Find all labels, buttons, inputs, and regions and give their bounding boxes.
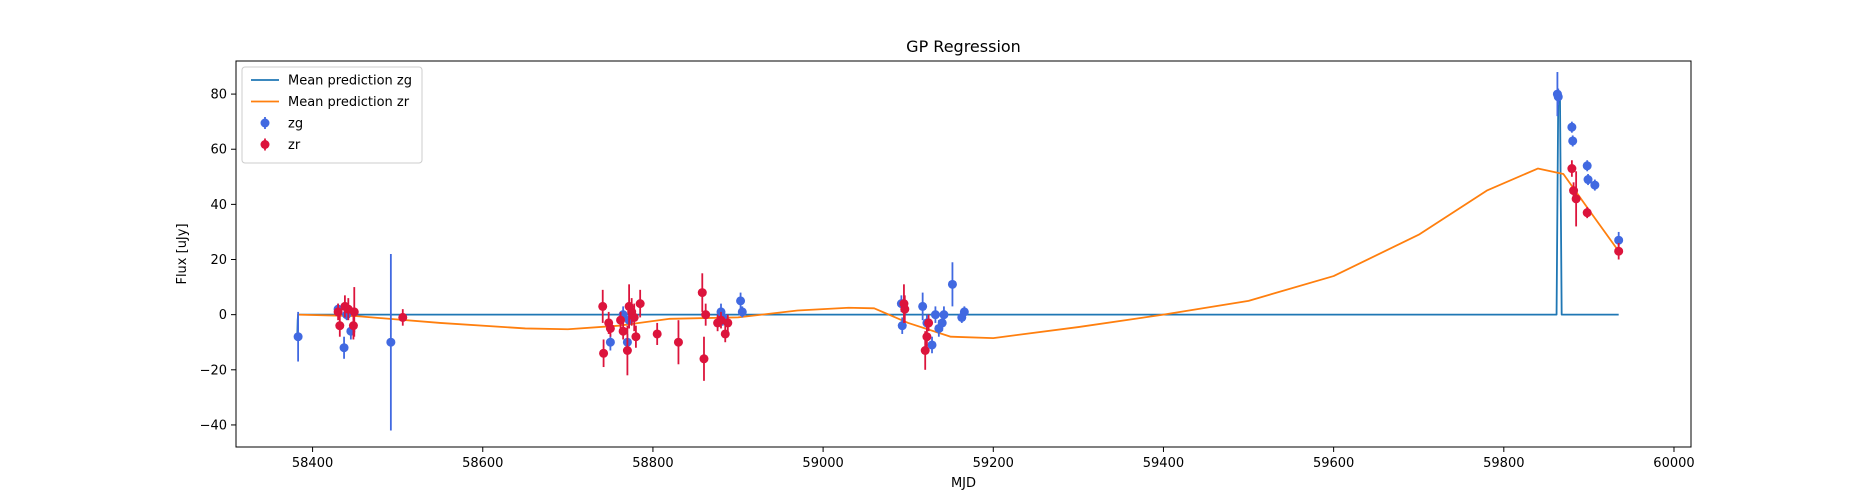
zg-data-point [1568,136,1578,146]
zg-data-point [1553,92,1563,102]
zr-data-point [716,315,726,325]
zr-data-point [723,318,733,328]
x-axis-label: MJD [951,476,976,491]
zg-data-point [930,310,940,320]
y-tick-label: −20 [200,363,227,378]
zg-data-point [939,310,949,320]
zg-data-point [1567,122,1577,132]
x-tick-label: 59200 [973,456,1014,471]
zr-data-point [1614,246,1624,256]
zg-data-point [937,318,947,328]
zg-data-point [293,332,303,342]
zr-data-point [1582,208,1592,218]
zr-data-point [605,323,615,333]
x-axis: 58400 58600 58800 59000 59200 59400 59600 59800… [292,447,1695,471]
zg-data-point [897,321,907,331]
zg-data-point [918,301,928,311]
zr-data-point [631,332,641,342]
zg-data-point [1583,175,1593,185]
zg-data-point [959,307,969,317]
plot-frame [235,60,1692,448]
zg-data-point [736,296,746,306]
x-tick-label: 59600 [1313,456,1354,471]
x-tick-label: 58400 [292,456,333,471]
zr-data-point [335,321,345,331]
zg-data-point [947,279,957,289]
zg-data-point [1582,161,1592,171]
zr-data-point [922,332,932,342]
x-tick-label: 59800 [1483,456,1524,471]
zr-data-point [701,310,711,320]
x-tick-label: 58800 [632,456,673,471]
legend-point-marker [260,118,270,128]
y-tick-label: 80 [210,88,227,103]
y-tick-label: −40 [200,418,227,433]
zg-data-point [1590,180,1600,190]
legend-label: zr [288,138,301,153]
chart-title: GP Regression [906,37,1021,56]
x-tick-label: 59000 [802,456,843,471]
zr-data-point [598,301,608,311]
zr-data-point [599,348,609,358]
zr-data-point [652,329,662,339]
legend-point-marker [260,140,270,149]
x-tick-label: 58600 [462,456,503,471]
zr-data-point [616,315,626,325]
zr-data-point [673,337,683,347]
zg-data-point [605,337,615,347]
legend-box [241,66,423,164]
zr-data-point [622,346,632,355]
zr-data-point [1571,194,1581,204]
zr-data-point [699,354,709,364]
zr-data-point [697,288,707,298]
y-tick-label: 60 [210,143,227,158]
legend-label: Mean prediction zg [288,74,412,89]
y-tick-label: 0 [219,308,227,323]
y-tick-label: 20 [210,253,227,268]
x-tick-label: 59400 [1143,456,1184,471]
zr-data-point [720,329,730,339]
zr-data-point [398,312,408,322]
y-tick-label: 40 [210,198,227,213]
zg-data-point [927,340,937,350]
zg-data-point [386,337,396,347]
series-layer [293,72,1624,431]
zr-data-point [920,346,930,355]
zr-data-point [924,318,934,328]
zr-data-point [635,299,645,309]
zg-points [293,72,1624,431]
zr-data-point [900,304,910,314]
zr-data-point [349,307,359,317]
zg-data-point [1614,235,1624,245]
legend-label: zg [288,117,303,132]
zg-data-point [339,343,349,353]
legend-label: Mean prediction zr [288,95,410,110]
zg-data-point [737,307,747,317]
zr-data-point [618,326,628,336]
y-axis: −40 −20 0 20 40 60 80 [200,88,236,433]
zr-data-point [1567,164,1577,174]
x-tick-label: 60000 [1653,456,1694,471]
zr-data-point [333,307,343,317]
legend: Mean prediction zg Mean prediction zr zg zr [241,66,423,164]
zr-points [333,160,1624,381]
zr-data-point [629,312,639,322]
y-axis-label: Flux [uJy] [175,223,190,284]
